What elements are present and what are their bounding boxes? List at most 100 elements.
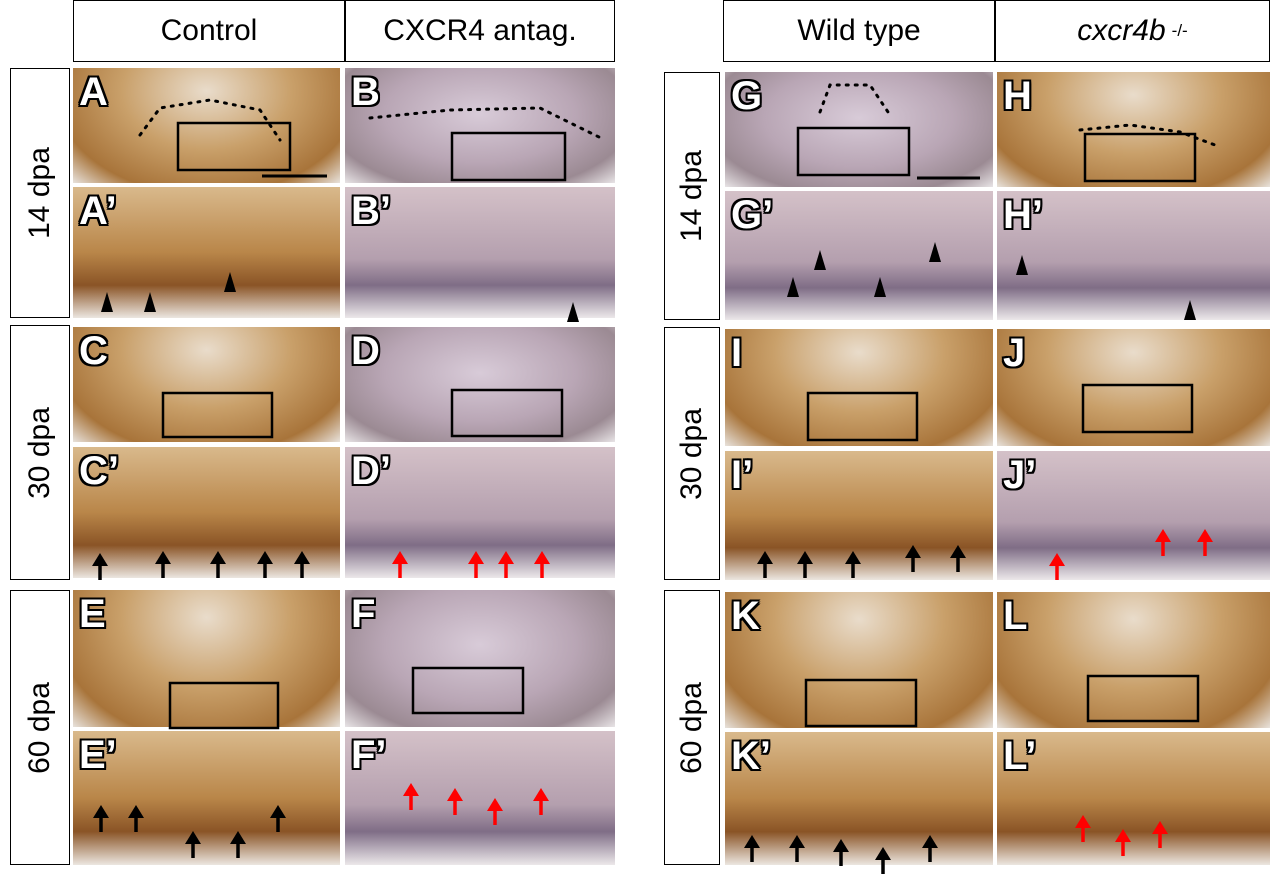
arrowhead <box>1197 529 1213 542</box>
arrowhead <box>1155 529 1171 542</box>
arrowhead <box>929 242 941 262</box>
micrograph: I’ <box>725 451 993 580</box>
arrowhead <box>1075 815 1091 828</box>
inset-box <box>176 121 292 172</box>
inset-box <box>804 678 918 728</box>
panel-label: D <box>351 329 380 373</box>
arrowhead <box>789 835 805 848</box>
column-header: CXCR4 antag. <box>345 0 615 62</box>
arrowhead <box>101 292 113 312</box>
micrograph: C <box>73 327 340 442</box>
micrograph: G <box>725 72 993 187</box>
arrowhead <box>950 545 966 558</box>
panel-label: C <box>79 329 108 373</box>
arrowhead <box>1049 553 1065 566</box>
dotted-outline <box>368 106 607 142</box>
arrowhead <box>185 831 201 844</box>
panel-label: D’ <box>351 449 391 493</box>
arrowhead <box>567 302 579 322</box>
micrograph: C’ <box>73 447 340 578</box>
column-header: cxcr4b -/- <box>995 0 1270 62</box>
panel-label: H’ <box>1003 193 1043 237</box>
micrograph: F’ <box>345 731 615 865</box>
row-label: 14 dpa <box>664 72 720 320</box>
inset-box <box>806 391 919 442</box>
arrowhead <box>797 551 813 564</box>
arrowhead <box>1184 300 1196 320</box>
panel-label: B’ <box>351 189 391 233</box>
panel-label: L’ <box>1003 734 1037 778</box>
arrowhead <box>534 551 550 564</box>
arrowhead <box>1152 821 1168 834</box>
micrograph: A <box>73 68 340 183</box>
micrograph: J’ <box>997 451 1270 580</box>
micrograph: K’ <box>725 732 993 865</box>
arrowhead <box>144 292 156 312</box>
micrograph: E’ <box>73 731 340 865</box>
panel-label: J <box>1003 331 1026 375</box>
arrowhead <box>403 783 419 796</box>
panel-label: E <box>79 592 106 636</box>
inset-box <box>450 388 564 438</box>
arrowhead <box>905 545 921 558</box>
arrowhead <box>1115 829 1131 842</box>
arrowhead <box>533 788 549 801</box>
micrograph: J <box>997 329 1270 446</box>
panel-label: F <box>351 592 376 636</box>
micrograph: H <box>997 72 1270 187</box>
micrograph: D <box>345 327 615 442</box>
micrograph: D’ <box>345 447 615 578</box>
micrograph: L’ <box>997 732 1270 865</box>
micrograph: B’ <box>345 187 615 318</box>
panel-label: I <box>731 331 743 375</box>
arrowhead <box>833 839 849 852</box>
micrograph: B <box>345 68 615 183</box>
panel-label: C’ <box>79 449 119 493</box>
gene-name: cxcr4b <box>1077 14 1166 47</box>
arrowhead <box>922 835 938 848</box>
dotted-outline <box>1078 123 1217 147</box>
panel-label: K <box>731 594 760 638</box>
panel-label: H <box>1003 74 1032 118</box>
micrograph: H’ <box>997 191 1270 320</box>
arrowhead <box>875 847 891 860</box>
arrowhead <box>874 277 886 297</box>
panel-label: F’ <box>351 733 387 777</box>
arrowhead <box>498 551 514 564</box>
micrograph: I <box>725 329 993 446</box>
panel-label: A <box>79 70 108 114</box>
micrograph: G’ <box>725 191 993 320</box>
arrowhead <box>224 272 236 292</box>
panel-label: G’ <box>731 193 774 237</box>
inset-box <box>1081 383 1194 434</box>
arrowhead <box>294 551 310 564</box>
arrowhead <box>392 551 408 564</box>
inset-box <box>1083 132 1197 183</box>
micrograph: L <box>997 592 1270 728</box>
micrograph: F <box>345 590 615 727</box>
arrowhead <box>92 553 108 566</box>
arrowhead <box>270 805 286 818</box>
row-label: 30 dpa <box>10 325 70 580</box>
arrowhead <box>757 551 773 564</box>
panel-label: B <box>351 70 380 114</box>
arrowhead <box>230 831 246 844</box>
panel-label: G <box>731 74 763 118</box>
panel-label: I’ <box>731 453 754 497</box>
arrowhead <box>257 551 273 564</box>
arrowhead <box>447 788 463 801</box>
inset-box <box>1086 674 1200 723</box>
row-label: 14 dpa <box>10 68 70 318</box>
dotted-outline <box>818 83 892 117</box>
micrograph: E <box>73 590 340 727</box>
column-header: Wild type <box>723 0 995 62</box>
row-label: 30 dpa <box>664 327 720 580</box>
panel-label: K’ <box>731 734 771 778</box>
arrowhead <box>845 551 861 564</box>
arrowhead <box>744 835 760 848</box>
panel-label: J’ <box>1003 453 1037 497</box>
column-header: Control <box>73 0 345 62</box>
row-label: 60 dpa <box>10 590 70 865</box>
